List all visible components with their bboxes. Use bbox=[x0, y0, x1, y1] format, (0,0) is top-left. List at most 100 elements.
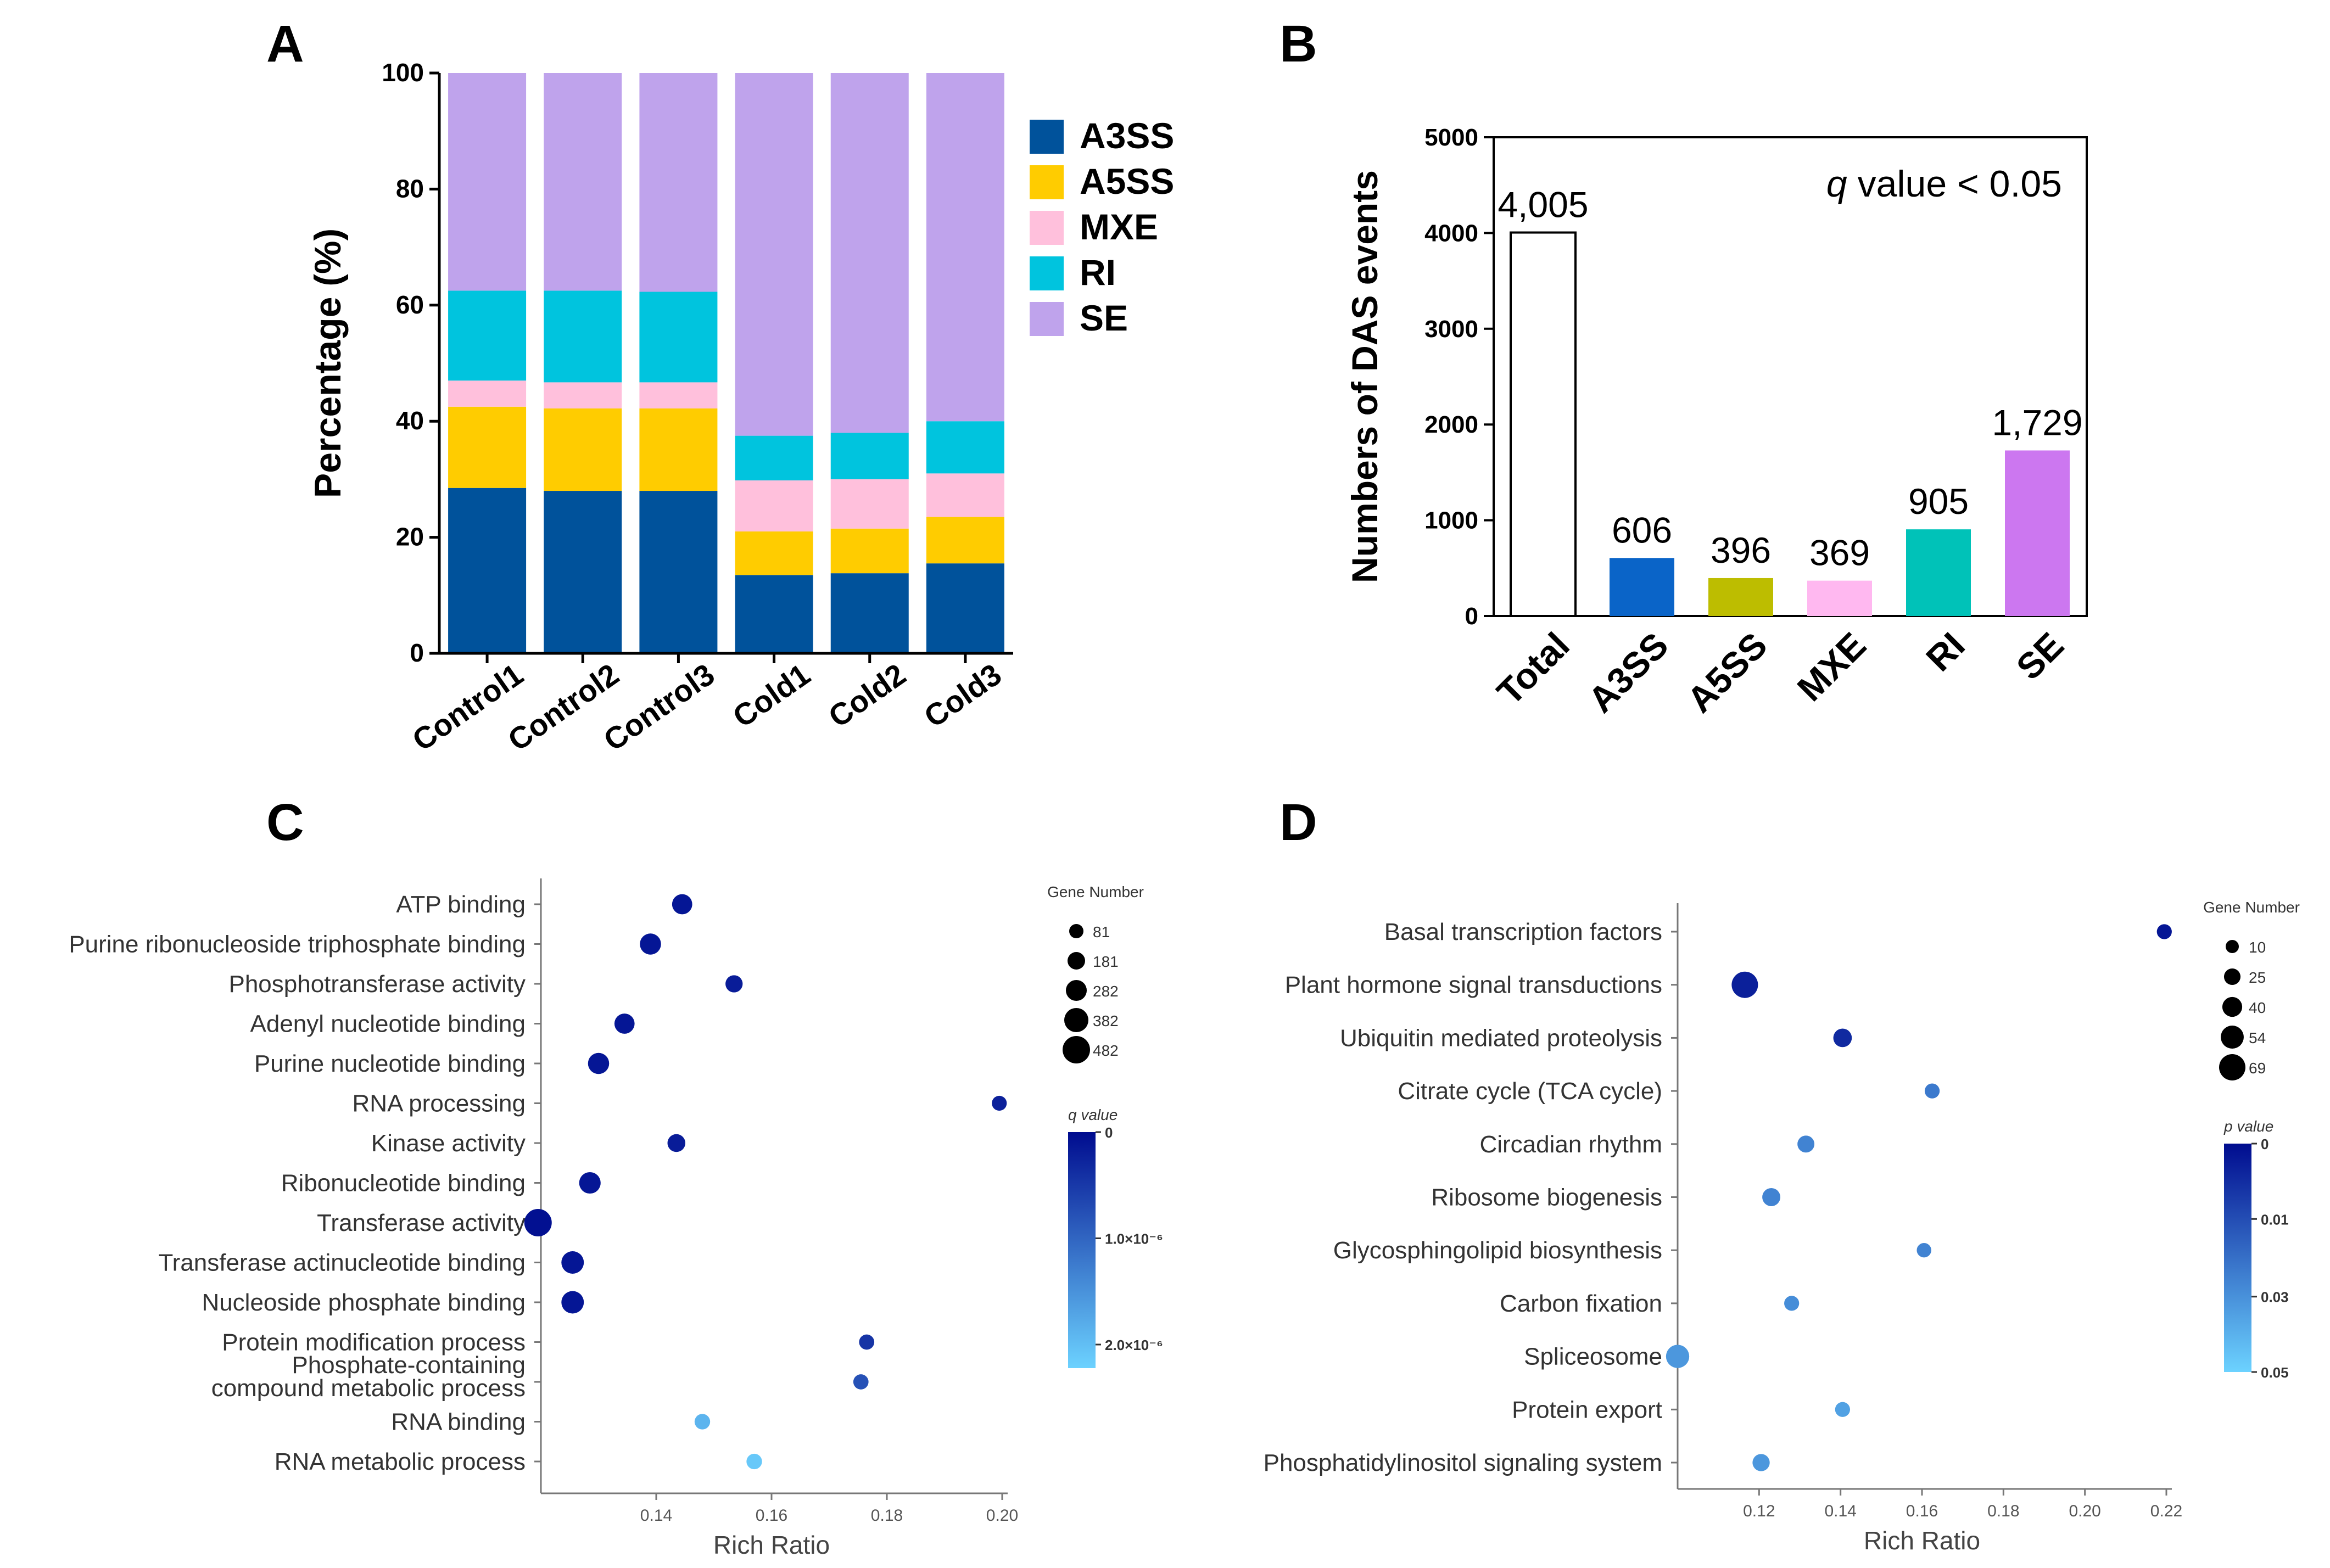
x-tick-label-total: Total bbox=[1489, 625, 1577, 713]
bar-control2-a5ss bbox=[544, 408, 622, 491]
point-transferase-actinucleotide-binding bbox=[561, 1251, 584, 1274]
bar-cold3-mxe bbox=[926, 473, 1004, 517]
bar-cold3-ri bbox=[926, 421, 1004, 474]
x-tick-label-0.20: 0.20 bbox=[986, 1507, 1018, 1525]
term-label-circadian-rhythm: Circadian rhythm bbox=[1479, 1131, 1662, 1158]
color-legend-bar bbox=[1068, 1132, 1096, 1368]
legend-label-a5ss: A5SS bbox=[1080, 161, 1174, 201]
y-tick-label-4000: 4000 bbox=[1424, 220, 1478, 247]
bar-a3ss bbox=[1610, 558, 1674, 616]
term-label-protein-export: Protein export bbox=[1512, 1396, 1662, 1423]
bar-control2-se bbox=[544, 73, 622, 291]
panel-label-a: A bbox=[266, 15, 304, 73]
bar-cold2-mxe bbox=[830, 479, 909, 529]
data-label-se: 1,729 bbox=[1992, 402, 2082, 443]
y-tick-label-100: 100 bbox=[382, 58, 424, 87]
bar-cold1-mxe bbox=[735, 480, 813, 532]
size-legend-label-382: 382 bbox=[1093, 1012, 1119, 1029]
annotation-rest: value < 0.05 bbox=[1847, 163, 2062, 205]
term-label-purine-ribonucleoside-triphosphate-binding: Purine ribonucleoside triphosphate bindi… bbox=[69, 931, 526, 958]
size-legend-label-69: 69 bbox=[2249, 1060, 2266, 1077]
term-label-ubiquitin-mediated-proteolysis: Ubiquitin mediated proteolysis bbox=[1340, 1024, 1662, 1051]
bar-a5ss bbox=[1708, 578, 1773, 616]
size-legend-label-482: 482 bbox=[1093, 1042, 1119, 1059]
y-tick-label-40: 40 bbox=[396, 406, 424, 435]
term-label-protein-modification-process: Protein modification process bbox=[222, 1329, 526, 1356]
x-tick-label-0.14: 0.14 bbox=[640, 1507, 672, 1525]
y-tick-label-3000: 3000 bbox=[1424, 316, 1478, 343]
x-tick-label-se: SE bbox=[2008, 625, 2071, 688]
x-axis-label: Rich Ratio bbox=[1864, 1526, 1980, 1555]
x-tick-label-0.12: 0.12 bbox=[1743, 1502, 1775, 1520]
x-axis-label: Rich Ratio bbox=[713, 1531, 830, 1559]
y-tick-label-1000: 1000 bbox=[1424, 507, 1478, 534]
legend-swatch-mxe bbox=[1030, 211, 1064, 245]
size-legend-label-81: 81 bbox=[1093, 923, 1110, 940]
legend-swatch-a3ss bbox=[1030, 120, 1064, 154]
size-legend-dot-25 bbox=[2223, 968, 2241, 985]
significance-annotation: q value < 0.05 bbox=[1826, 163, 2062, 205]
panel-label-c: C bbox=[266, 793, 304, 852]
point-rna-metabolic-process bbox=[746, 1453, 762, 1470]
bar-control1-a5ss bbox=[448, 406, 527, 488]
term-label-glycosphingolipid-biosynthesis: Glycosphingolipid biosynthesis bbox=[1333, 1237, 1662, 1264]
legend-label-ri: RI bbox=[1080, 252, 1116, 293]
size-legend-dot-482 bbox=[1063, 1036, 1090, 1063]
size-legend-label-282: 282 bbox=[1093, 983, 1119, 1000]
point-plant-hormone-signal-transductions bbox=[1731, 971, 1758, 998]
x-tick-label-0.18: 0.18 bbox=[871, 1507, 903, 1525]
size-legend-title: Gene Number bbox=[1047, 883, 1144, 900]
x-tick-label-control3: Control3 bbox=[597, 657, 721, 758]
term-label-rna-metabolic-process: RNA metabolic process bbox=[275, 1448, 526, 1475]
color-legend-label-2: 2.0×10⁻⁶ bbox=[1105, 1337, 1163, 1353]
point-phosphatidylinositol-signaling-system bbox=[1752, 1454, 1770, 1471]
term-label-purine-nucleotide-binding: Purine nucleotide binding bbox=[254, 1050, 526, 1077]
data-label-a3ss: 606 bbox=[1612, 509, 1672, 550]
point-glycosphingolipid-biosynthesis bbox=[1916, 1242, 1931, 1258]
point-protein-modification-process bbox=[859, 1334, 875, 1350]
bar-cold1-a3ss bbox=[735, 575, 813, 653]
bar-control3-ri bbox=[639, 292, 718, 383]
legend-swatch-a5ss bbox=[1030, 165, 1064, 199]
x-tick-label-0.20: 0.20 bbox=[2069, 1502, 2100, 1520]
term-label-citrate-cycle-tca-cycle: Citrate cycle (TCA cycle) bbox=[1398, 1078, 1662, 1105]
size-legend-dot-81 bbox=[1069, 924, 1083, 938]
size-legend-dot-54 bbox=[2221, 1026, 2244, 1049]
term-label-phosphotransferase-activity: Phosphotransferase activity bbox=[228, 971, 526, 998]
color-legend-label-2: 0.03 bbox=[2261, 1289, 2289, 1306]
bar-cold3-se bbox=[926, 73, 1004, 422]
color-legend-label-1: 0.01 bbox=[2261, 1211, 2289, 1228]
point-rna-binding bbox=[694, 1414, 711, 1430]
term-label-basal-transcription-factors: Basal transcription factors bbox=[1384, 919, 1662, 945]
size-legend-label-181: 181 bbox=[1093, 953, 1119, 970]
size-legend-dot-181 bbox=[1068, 952, 1085, 970]
panel-label-b: B bbox=[1279, 15, 1317, 73]
color-legend-label-1: 1.0×10⁻⁶ bbox=[1105, 1231, 1163, 1247]
annotation-italic-q: q bbox=[1826, 163, 1847, 205]
bar-control3-se bbox=[639, 73, 718, 292]
y-axis-label: Percentage (%) bbox=[307, 228, 349, 498]
point-carbon-fixation bbox=[1784, 1296, 1800, 1311]
panel-c-go-bubble-chart: 0.14 0.16 0.18 0.20 Rich Ratio ATP binding Pur… bbox=[69, 878, 1163, 1559]
term-label-kinase-activity: Kinase activity bbox=[371, 1130, 526, 1157]
bar-se bbox=[2005, 450, 2070, 616]
point-transferase-activity bbox=[524, 1209, 552, 1236]
data-label-a5ss: 396 bbox=[1711, 530, 1771, 570]
bar-cold3-a3ss bbox=[926, 563, 1004, 653]
term-label-ribonucleotide-binding: Ribonucleotide binding bbox=[281, 1170, 526, 1197]
bar-control1-a3ss bbox=[448, 488, 527, 653]
bar-control3-a3ss bbox=[639, 491, 718, 653]
size-legend-label-40: 40 bbox=[2249, 999, 2266, 1016]
point-spliceosome bbox=[1666, 1345, 1690, 1368]
term-label-atp-binding: ATP binding bbox=[396, 891, 526, 918]
bar-ri bbox=[1906, 529, 1971, 616]
point-ribosome-biogenesis bbox=[1762, 1188, 1781, 1206]
panel-d-kegg-bubble-chart: 0.12 0.14 0.16 0.18 0.20 0.22 Rich Ratio Basal … bbox=[1264, 899, 2300, 1555]
legend-swatch-ri bbox=[1030, 256, 1064, 290]
bar-control2-a3ss bbox=[544, 491, 622, 653]
plot-frame bbox=[1493, 136, 2088, 617]
point-atp-binding bbox=[672, 894, 692, 915]
y-tick-label-5000: 5000 bbox=[1424, 124, 1478, 151]
